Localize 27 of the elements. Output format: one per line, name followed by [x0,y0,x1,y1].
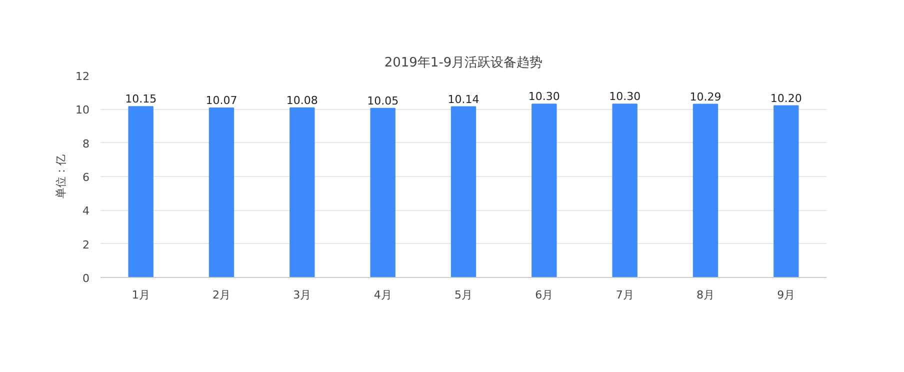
data-label: 10.29 [690,90,722,104]
x-tick-label: 4月 [374,288,392,302]
x-tick-label: 9月 [777,288,796,302]
y-tick-label: 10 [76,104,90,117]
y-tick-label: 12 [76,70,90,83]
y-axis-title: 单位：亿 [54,154,68,198]
x-tick-label: 7月 [616,288,634,302]
x-tick-label: 8月 [696,288,714,302]
y-tick-label: 4 [82,204,90,218]
y-tick-label: 0 [82,272,90,285]
y-tick-label: 6 [82,171,90,184]
data-label: 10.07 [206,94,238,107]
x-tick-label: 3月 [293,288,312,302]
data-label: 10.20 [770,92,802,105]
x-tick-label: 5月 [454,288,472,302]
data-label: 10.14 [448,92,480,106]
x-tick-label: 2月 [212,288,230,302]
x-tick-label: 1月 [132,288,150,302]
x-tick-label: 6月 [535,288,554,302]
y-tick-label: 2 [82,238,90,252]
data-label: 10.08 [286,94,318,107]
data-label: 10.30 [528,90,560,104]
chart-title: 2019年1-9月活跃设备趋势 [384,56,543,70]
data-label: 10.15 [125,92,157,106]
y-tick-label: 8 [82,137,90,150]
data-label: 10.05 [367,94,399,108]
data-label: 10.30 [609,90,641,104]
